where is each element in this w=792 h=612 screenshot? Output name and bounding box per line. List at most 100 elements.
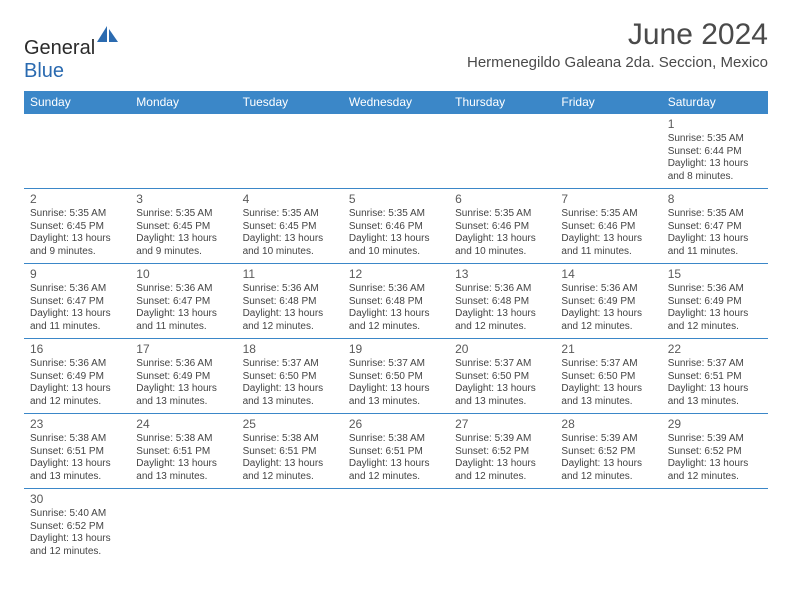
- sunrise-line: Sunrise: 5:38 AM: [30, 433, 124, 446]
- sunrise-line: Sunrise: 5:35 AM: [349, 208, 443, 221]
- sunset-line: Sunset: 6:48 PM: [455, 296, 549, 309]
- weekday-header: Wednesday: [343, 91, 449, 114]
- sunrise-line: Sunrise: 5:39 AM: [455, 433, 549, 446]
- sunrise-line: Sunrise: 5:36 AM: [455, 283, 549, 296]
- calendar-cell: 27Sunrise: 5:39 AMSunset: 6:52 PMDayligh…: [449, 414, 555, 489]
- weekday-header: Sunday: [24, 91, 130, 114]
- calendar-cell: 15Sunrise: 5:36 AMSunset: 6:49 PMDayligh…: [662, 264, 768, 339]
- daylight-line: Daylight: 13 hours and 12 minutes.: [349, 308, 443, 333]
- daylight-line: Daylight: 13 hours and 11 minutes.: [561, 233, 655, 258]
- calendar-cell: 30Sunrise: 5:40 AMSunset: 6:52 PMDayligh…: [24, 489, 130, 564]
- day-number: 12: [349, 267, 443, 282]
- sunrise-line: Sunrise: 5:35 AM: [668, 208, 762, 221]
- brand-part1: General: [24, 37, 95, 59]
- day-number: 1: [668, 117, 762, 132]
- sunset-line: Sunset: 6:49 PM: [30, 371, 124, 384]
- calendar-cell: 11Sunrise: 5:36 AMSunset: 6:48 PMDayligh…: [237, 264, 343, 339]
- calendar-cell: 2Sunrise: 5:35 AMSunset: 6:45 PMDaylight…: [24, 189, 130, 264]
- sunrise-line: Sunrise: 5:36 AM: [30, 283, 124, 296]
- brand-part2: Blue: [24, 60, 64, 82]
- day-number: 11: [243, 267, 337, 282]
- brand-text: GeneralBlue: [24, 26, 119, 83]
- sunset-line: Sunset: 6:49 PM: [136, 371, 230, 384]
- day-number: 4: [243, 192, 337, 207]
- daylight-line: Daylight: 13 hours and 13 minutes.: [455, 383, 549, 408]
- calendar-cell: 16Sunrise: 5:36 AMSunset: 6:49 PMDayligh…: [24, 339, 130, 414]
- daylight-line: Daylight: 13 hours and 9 minutes.: [30, 233, 124, 258]
- calendar-cell: 10Sunrise: 5:36 AMSunset: 6:47 PMDayligh…: [130, 264, 236, 339]
- sunset-line: Sunset: 6:46 PM: [561, 221, 655, 234]
- sunset-line: Sunset: 6:47 PM: [668, 221, 762, 234]
- day-number: 7: [561, 192, 655, 207]
- daylight-line: Daylight: 13 hours and 10 minutes.: [349, 233, 443, 258]
- daylight-line: Daylight: 13 hours and 13 minutes.: [349, 383, 443, 408]
- daylight-line: Daylight: 13 hours and 12 minutes.: [561, 308, 655, 333]
- calendar-cell: 4Sunrise: 5:35 AMSunset: 6:45 PMDaylight…: [237, 189, 343, 264]
- weekday-row: SundayMondayTuesdayWednesdayThursdayFrid…: [24, 91, 768, 114]
- calendar-cell: 5Sunrise: 5:35 AMSunset: 6:46 PMDaylight…: [343, 189, 449, 264]
- day-number: 13: [455, 267, 549, 282]
- sunrise-line: Sunrise: 5:37 AM: [561, 358, 655, 371]
- day-number: 27: [455, 417, 549, 432]
- calendar-cell-empty: [237, 114, 343, 189]
- sunrise-line: Sunrise: 5:35 AM: [30, 208, 124, 221]
- calendar-cell-empty: [662, 489, 768, 564]
- day-number: 22: [668, 342, 762, 357]
- daylight-line: Daylight: 13 hours and 12 minutes.: [349, 458, 443, 483]
- sunrise-line: Sunrise: 5:39 AM: [561, 433, 655, 446]
- calendar-body: 1Sunrise: 5:35 AMSunset: 6:44 PMDaylight…: [24, 114, 768, 564]
- calendar-cell: 20Sunrise: 5:37 AMSunset: 6:50 PMDayligh…: [449, 339, 555, 414]
- calendar-cell: 23Sunrise: 5:38 AMSunset: 6:51 PMDayligh…: [24, 414, 130, 489]
- day-number: 2: [30, 192, 124, 207]
- calendar-cell-empty: [343, 489, 449, 564]
- sunrise-line: Sunrise: 5:36 AM: [561, 283, 655, 296]
- sunrise-line: Sunrise: 5:36 AM: [136, 358, 230, 371]
- calendar-cell: 24Sunrise: 5:38 AMSunset: 6:51 PMDayligh…: [130, 414, 236, 489]
- month-title: June 2024: [467, 18, 768, 52]
- calendar-cell-empty: [130, 489, 236, 564]
- daylight-line: Daylight: 13 hours and 8 minutes.: [668, 158, 762, 183]
- sunset-line: Sunset: 6:47 PM: [136, 296, 230, 309]
- calendar-row: 2Sunrise: 5:35 AMSunset: 6:45 PMDaylight…: [24, 189, 768, 264]
- daylight-line: Daylight: 13 hours and 13 minutes.: [30, 458, 124, 483]
- day-number: 20: [455, 342, 549, 357]
- sunset-line: Sunset: 6:52 PM: [455, 446, 549, 459]
- sunset-line: Sunset: 6:51 PM: [668, 371, 762, 384]
- daylight-line: Daylight: 13 hours and 12 minutes.: [668, 308, 762, 333]
- sunset-line: Sunset: 6:48 PM: [349, 296, 443, 309]
- weekday-header: Tuesday: [237, 91, 343, 114]
- header: GeneralBlue June 2024 Hermenegildo Galea…: [24, 18, 768, 83]
- calendar-cell: 1Sunrise: 5:35 AMSunset: 6:44 PMDaylight…: [662, 114, 768, 189]
- calendar-cell: 22Sunrise: 5:37 AMSunset: 6:51 PMDayligh…: [662, 339, 768, 414]
- sunrise-line: Sunrise: 5:38 AM: [243, 433, 337, 446]
- daylight-line: Daylight: 13 hours and 12 minutes.: [455, 308, 549, 333]
- calendar-cell-empty: [24, 114, 130, 189]
- sunrise-line: Sunrise: 5:36 AM: [136, 283, 230, 296]
- daylight-line: Daylight: 13 hours and 13 minutes.: [243, 383, 337, 408]
- daylight-line: Daylight: 13 hours and 12 minutes.: [561, 458, 655, 483]
- calendar-cell: 3Sunrise: 5:35 AMSunset: 6:45 PMDaylight…: [130, 189, 236, 264]
- day-number: 15: [668, 267, 762, 282]
- weekday-header: Thursday: [449, 91, 555, 114]
- daylight-line: Daylight: 13 hours and 12 minutes.: [243, 458, 337, 483]
- sunset-line: Sunset: 6:45 PM: [243, 221, 337, 234]
- sunset-line: Sunset: 6:52 PM: [561, 446, 655, 459]
- daylight-line: Daylight: 13 hours and 11 minutes.: [668, 233, 762, 258]
- daylight-line: Daylight: 13 hours and 11 minutes.: [30, 308, 124, 333]
- sunrise-line: Sunrise: 5:38 AM: [349, 433, 443, 446]
- sunrise-line: Sunrise: 5:40 AM: [30, 508, 124, 521]
- calendar-cell: 9Sunrise: 5:36 AMSunset: 6:47 PMDaylight…: [24, 264, 130, 339]
- sail-icon: [97, 26, 119, 42]
- day-number: 9: [30, 267, 124, 282]
- sunset-line: Sunset: 6:45 PM: [136, 221, 230, 234]
- day-number: 19: [349, 342, 443, 357]
- calendar-row: 1Sunrise: 5:35 AMSunset: 6:44 PMDaylight…: [24, 114, 768, 189]
- daylight-line: Daylight: 13 hours and 10 minutes.: [243, 233, 337, 258]
- daylight-line: Daylight: 13 hours and 12 minutes.: [30, 533, 124, 558]
- daylight-line: Daylight: 13 hours and 13 minutes.: [668, 383, 762, 408]
- sunrise-line: Sunrise: 5:37 AM: [243, 358, 337, 371]
- calendar-head: SundayMondayTuesdayWednesdayThursdayFrid…: [24, 91, 768, 114]
- sunrise-line: Sunrise: 5:35 AM: [668, 133, 762, 146]
- sunrise-line: Sunrise: 5:38 AM: [136, 433, 230, 446]
- day-number: 14: [561, 267, 655, 282]
